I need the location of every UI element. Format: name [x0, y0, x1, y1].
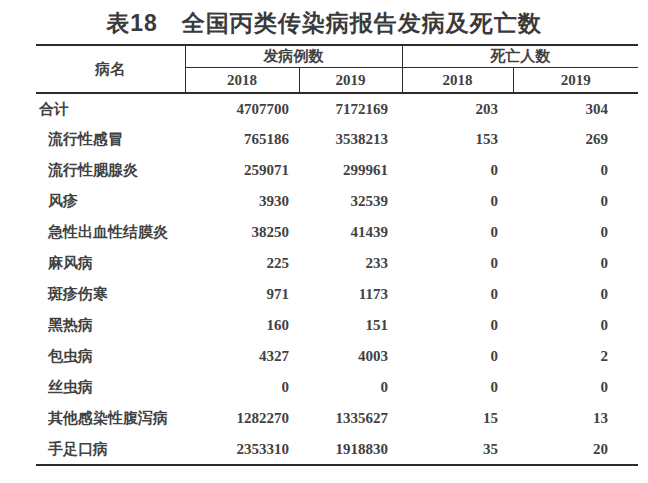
- cases-2018-cell: 3930: [185, 186, 299, 217]
- table-row: 风疹 3930 32539 0 0: [36, 186, 638, 217]
- disease-name-cell: 包虫病: [36, 341, 185, 372]
- table-body: 合计 4707700 7172169 203 304 流行性感冒 765186 …: [36, 93, 638, 465]
- deaths-2019-cell: 0: [513, 155, 638, 186]
- deaths-2019-cell: 20: [513, 434, 638, 465]
- table-row: 急性出血性结膜炎 38250 41439 0 0: [36, 217, 638, 248]
- deaths-2018-cell: 0: [402, 279, 513, 310]
- table-row: 其他感染性腹泻病 1282270 1335627 15 13: [36, 403, 638, 434]
- cases-2019-cell: 3538213: [299, 124, 402, 155]
- cases-2019-cell: 0: [299, 372, 402, 403]
- column-header-cases-2018: 2018: [185, 68, 299, 94]
- deaths-2019-cell: 0: [513, 372, 638, 403]
- table-header: 病名 发病例数 死亡人数 2018 2019 2018 2019: [36, 45, 638, 93]
- deaths-2019-cell: 2: [513, 341, 638, 372]
- deaths-2019-cell: 0: [513, 279, 638, 310]
- report-page: 表18 全国丙类传染病报告发病及死亡数 病名 发病例数 死亡人数 2018 20…: [0, 0, 648, 483]
- table-row: 流行性腮腺炎 259071 299961 0 0: [36, 155, 638, 186]
- disease-name-cell: 丝虫病: [36, 372, 185, 403]
- deaths-2018-cell: 15: [402, 403, 513, 434]
- column-group-deaths: 死亡人数: [402, 45, 638, 68]
- disease-name-cell: 合计: [36, 93, 185, 124]
- table-row: 斑疹伤寒 971 1173 0 0: [36, 279, 638, 310]
- deaths-2018-cell: 0: [402, 186, 513, 217]
- cases-2019-cell: 1173: [299, 279, 402, 310]
- cases-2018-cell: 0: [185, 372, 299, 403]
- cases-2018-cell: 765186: [185, 124, 299, 155]
- cases-2019-cell: 41439: [299, 217, 402, 248]
- disease-name-cell: 流行性感冒: [36, 124, 185, 155]
- disease-name-cell: 黑热病: [36, 310, 185, 341]
- column-header-disease-name: 病名: [36, 45, 185, 93]
- cases-2018-cell: 225: [185, 248, 299, 279]
- cases-2018-cell: 160: [185, 310, 299, 341]
- table-row: 黑热病 160 151 0 0: [36, 310, 638, 341]
- table-row: 合计 4707700 7172169 203 304: [36, 93, 638, 124]
- cases-2018-cell: 259071: [185, 155, 299, 186]
- column-header-deaths-2018: 2018: [402, 68, 513, 94]
- deaths-2019-cell: 13: [513, 403, 638, 434]
- deaths-2018-cell: 153: [402, 124, 513, 155]
- deaths-2018-cell: 203: [402, 93, 513, 124]
- disease-name-cell: 流行性腮腺炎: [36, 155, 185, 186]
- column-header-cases-2019: 2019: [299, 68, 402, 94]
- deaths-2019-cell: 0: [513, 248, 638, 279]
- header-group-row: 病名 发病例数 死亡人数: [36, 45, 638, 68]
- disease-name-cell: 麻风病: [36, 248, 185, 279]
- cases-2018-cell: 2353310: [185, 434, 299, 465]
- cases-2019-cell: 233: [299, 248, 402, 279]
- disease-name-cell: 手足口病: [36, 434, 185, 465]
- cases-2018-cell: 38250: [185, 217, 299, 248]
- disease-name-cell: 急性出血性结膜炎: [36, 217, 185, 248]
- table-row: 麻风病 225 233 0 0: [36, 248, 638, 279]
- cases-2019-cell: 1335627: [299, 403, 402, 434]
- cases-2018-cell: 1282270: [185, 403, 299, 434]
- deaths-2019-cell: 304: [513, 93, 638, 124]
- deaths-2018-cell: 0: [402, 310, 513, 341]
- deaths-2019-cell: 0: [513, 217, 638, 248]
- cases-2019-cell: 4003: [299, 341, 402, 372]
- deaths-2019-cell: 269: [513, 124, 638, 155]
- deaths-2018-cell: 0: [402, 155, 513, 186]
- table-row: 手足口病 2353310 1918830 35 20: [36, 434, 638, 465]
- table-row: 丝虫病 0 0 0 0: [36, 372, 638, 403]
- cases-2019-cell: 7172169: [299, 93, 402, 124]
- deaths-2019-cell: 0: [513, 186, 638, 217]
- deaths-2018-cell: 0: [402, 217, 513, 248]
- deaths-2018-cell: 0: [402, 248, 513, 279]
- deaths-2018-cell: 0: [402, 341, 513, 372]
- table-row: 流行性感冒 765186 3538213 153 269: [36, 124, 638, 155]
- column-header-deaths-2019: 2019: [513, 68, 638, 94]
- disease-name-cell: 其他感染性腹泻病: [36, 403, 185, 434]
- deaths-2019-cell: 0: [513, 310, 638, 341]
- table-title: 表18 全国丙类传染病报告发病及死亡数: [0, 8, 648, 39]
- column-group-cases: 发病例数: [185, 45, 402, 68]
- disease-name-cell: 风疹: [36, 186, 185, 217]
- class-c-disease-table: 病名 发病例数 死亡人数 2018 2019 2018 2019 合计 4707…: [36, 44, 638, 466]
- cases-2019-cell: 1918830: [299, 434, 402, 465]
- cases-2018-cell: 4327: [185, 341, 299, 372]
- cases-2019-cell: 151: [299, 310, 402, 341]
- table-row: 包虫病 4327 4003 0 2: [36, 341, 638, 372]
- cases-2019-cell: 32539: [299, 186, 402, 217]
- deaths-2018-cell: 0: [402, 372, 513, 403]
- cases-2018-cell: 971: [185, 279, 299, 310]
- disease-name-cell: 斑疹伤寒: [36, 279, 185, 310]
- cases-2018-cell: 4707700: [185, 93, 299, 124]
- deaths-2018-cell: 35: [402, 434, 513, 465]
- cases-2019-cell: 299961: [299, 155, 402, 186]
